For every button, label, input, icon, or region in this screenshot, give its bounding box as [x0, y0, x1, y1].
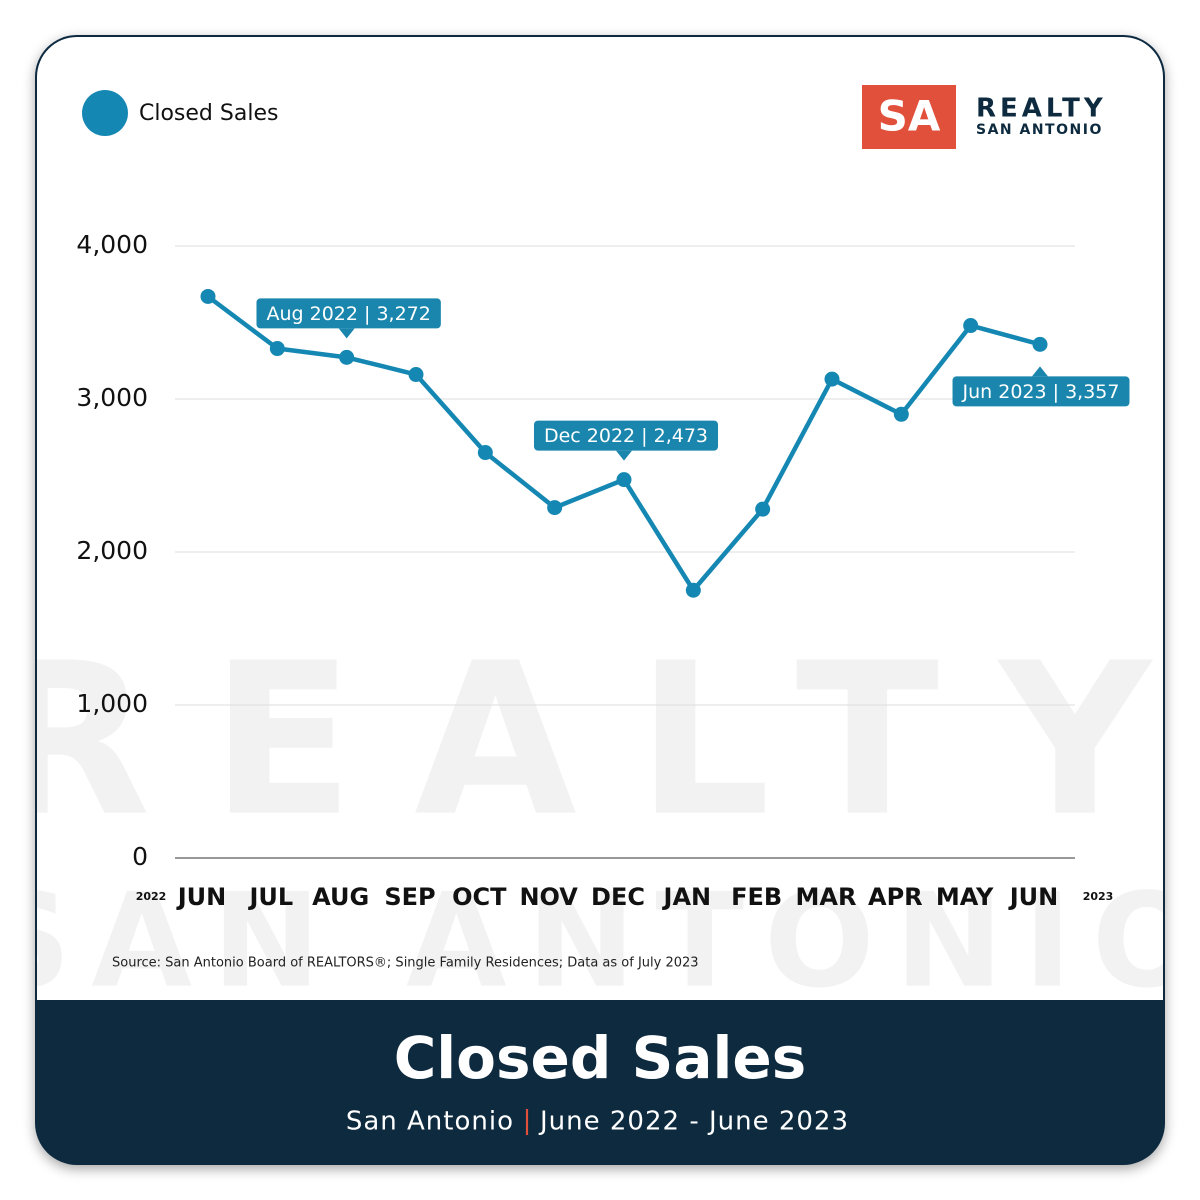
logo-mark-text: SA [878, 92, 941, 141]
x-tick-label: MAR [796, 883, 857, 911]
y-tick-label: 1,000 [76, 689, 148, 718]
footer-band [37, 1000, 1163, 1163]
data-point [893, 406, 909, 422]
data-point [477, 445, 493, 461]
y-tick-label: 0 [132, 842, 148, 871]
legend-swatch [82, 90, 128, 136]
annotation-box [952, 376, 1130, 407]
x-tick-label: JUL [247, 883, 293, 911]
year-label: 2023 [1083, 890, 1114, 903]
data-point [200, 288, 216, 304]
y-tick-label: 3,000 [76, 383, 148, 412]
annotation: Aug 2022 | 3,272 [256, 298, 441, 339]
logo-mark [862, 85, 956, 149]
footer-place: San Antonio [346, 1107, 514, 1137]
y-tick-label: 2,000 [76, 536, 148, 565]
annotation-box [256, 298, 441, 329]
data-point [339, 349, 355, 365]
logo-city: SAN ANTONIO [976, 122, 1103, 138]
watermark: SAN ANTONIO [0, 865, 1200, 1017]
data-point [547, 500, 563, 516]
x-tick-label: NOV [519, 883, 578, 911]
watermark: REALTY [0, 618, 1200, 863]
data-point [685, 582, 701, 598]
data-point [755, 501, 771, 517]
y-tick-label: 4,000 [76, 230, 148, 259]
x-tick-label: APR [868, 883, 923, 911]
data-point [1032, 336, 1048, 352]
x-tick-label: JUN [1008, 883, 1059, 911]
annotation-pointer [338, 328, 355, 339]
x-tick-label: AUG [312, 883, 369, 911]
annotation-label: Aug 2022 | 3,272 [266, 303, 430, 325]
annotation-box [533, 420, 719, 451]
card-body [37, 37, 1163, 1000]
source: Source: San Antonio Board of REALTORS®; … [112, 956, 699, 971]
data-point [269, 341, 285, 357]
data-point [408, 367, 424, 383]
annotation-pointer [616, 450, 632, 461]
x-tick-label: OCT [452, 883, 507, 911]
data-point [963, 318, 979, 334]
data-point [616, 472, 632, 488]
x-tick-label: JUN [176, 883, 227, 911]
year-label: 2022 [136, 890, 167, 903]
annotation: Jun 2023 | 3,357 [952, 366, 1130, 407]
x-tick-label: DEC [591, 883, 645, 911]
x-tick-label: SEP [384, 883, 435, 911]
annotation: Dec 2022 | 2,473 [533, 420, 719, 461]
x-tick-label: MAY [936, 883, 994, 911]
x-tick-label: JAN [662, 883, 712, 911]
footer-period: June 2022 - June 2023 [538, 1107, 849, 1137]
footer-separator: | [523, 1106, 532, 1136]
data-point [824, 371, 840, 387]
logo-name: REALTY [976, 94, 1107, 124]
x-tick-label: FEB [731, 883, 782, 911]
legend-label: Closed Sales [139, 101, 278, 126]
plot: 0 1,000 2,000 3,000 4,000 JUN JUL AUG SEP OCT NOV D… [76, 230, 1130, 911]
annotation-label: Jun 2023 | 3,357 [962, 381, 1120, 403]
footer-title: Closed Sales [394, 1024, 807, 1092]
annotation-label: Dec 2022 | 2,473 [544, 425, 708, 447]
annotation-pointer [1032, 366, 1048, 377]
